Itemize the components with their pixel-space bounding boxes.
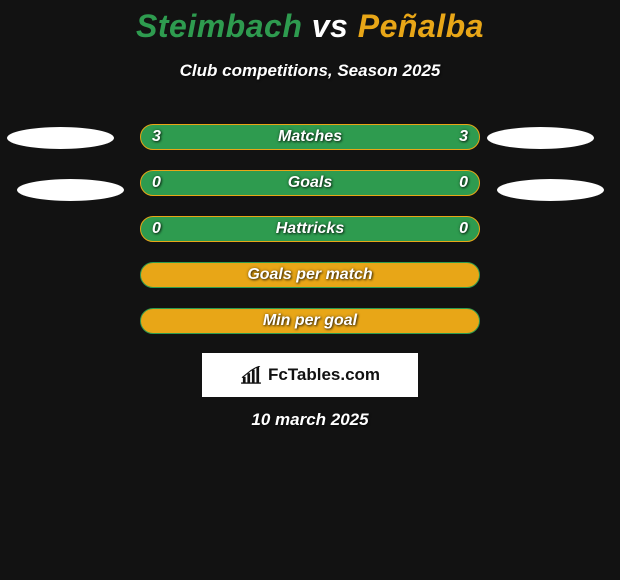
stat-value-right: 3 [459,124,468,150]
stat-bar: Hattricks [140,216,480,242]
title: Steimbach vs Peñalba [0,0,620,45]
stat-bar: Min per goal [140,308,480,334]
stat-value-right: 0 [459,216,468,242]
stat-value-left: 0 [152,170,161,196]
stat-label: Goals [288,174,332,192]
stat-bar: Matches [140,124,480,150]
stat-row: Matches 3 3 [0,124,620,170]
stat-label: Matches [278,128,342,146]
title-vs: vs [312,8,349,44]
source-badge-text: FcTables.com [268,365,380,385]
stat-value-left: 3 [152,124,161,150]
stat-label: Hattricks [276,220,344,238]
stat-row: Goals per match [0,262,620,308]
stat-value-left: 0 [152,216,161,242]
stat-value-right: 0 [459,170,468,196]
stat-bar: Goals [140,170,480,196]
title-player2: Peñalba [358,8,484,44]
source-badge: FcTables.com [202,353,418,397]
title-player1: Steimbach [136,8,302,44]
barchart-icon [240,366,262,384]
stat-row: Hattricks 0 0 [0,216,620,262]
infographic-canvas: Steimbach vs Peñalba Club competitions, … [0,0,620,580]
stat-row: Goals 0 0 [0,170,620,216]
stat-rows: Matches 3 3 Goals 0 0 Hattricks 0 0 Goals per mat… [0,124,620,354]
stat-bar: Goals per match [140,262,480,288]
footer-date: 10 march 2025 [0,410,620,430]
subtitle: Club competitions, Season 2025 [0,61,620,81]
stat-row: Min per goal [0,308,620,354]
stat-label: Min per goal [263,312,357,330]
stat-label: Goals per match [247,266,372,284]
